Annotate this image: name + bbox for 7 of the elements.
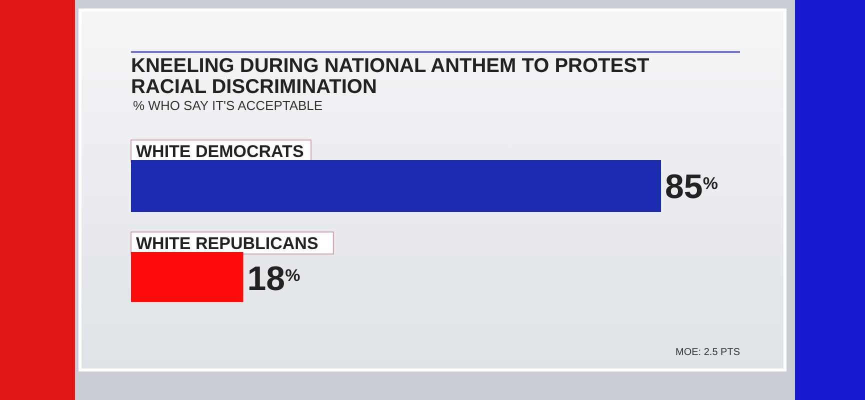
y-tick-label: WHITE DEMOCRATS	[136, 142, 304, 161]
data-label: 18$^{%}$	[247, 260, 300, 298]
y-tick-label: WHITE REPUBLICANS	[136, 234, 318, 253]
data-label: 85$^{%}$	[665, 168, 718, 206]
chart-title: KNEELING DURING NATIONAL ANTHEM TO PROTEST RACIAL DISCRIMINATION	[131, 55, 650, 98]
text: MOE: 2.5 PTS	[676, 347, 740, 358]
chart-subtitle: % WHO SAY IT'S ACCEPTABLE	[133, 98, 323, 113]
